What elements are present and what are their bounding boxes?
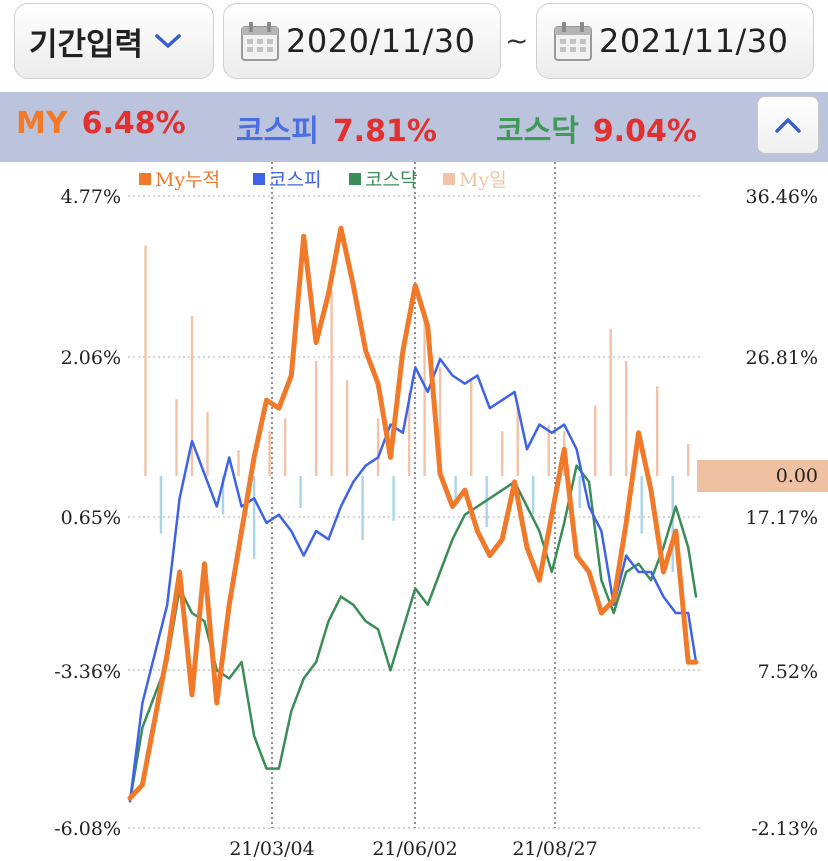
- start-date-text: 2020/11/30: [286, 22, 476, 60]
- daily-return-bar: [516, 405, 519, 476]
- daily-return-bar: [407, 392, 411, 476]
- legend-kosdaq: 코스닥: [365, 169, 417, 191]
- daily-return-bar: [594, 405, 597, 476]
- daily-return-bar: [532, 476, 535, 515]
- left-axis-tick: -6.08%: [54, 818, 121, 840]
- daily-return-bar: [501, 431, 504, 476]
- daily-return-bar: [423, 309, 426, 476]
- right-axis-tick: 7.52%: [758, 661, 818, 683]
- left-axis-tick: -3.36%: [54, 661, 121, 683]
- daily-return-bar: [547, 424, 550, 476]
- return-summary-bar: MY 6.48% 코스피 7.81% 코스닥 9.04%: [0, 92, 828, 162]
- kospi-line: [128, 357, 698, 803]
- summary-kospi: 코스피 7.81%: [236, 106, 437, 150]
- daily-return-bar: [671, 476, 674, 572]
- daily-return-bar: [656, 386, 659, 476]
- summary-kospi-value: 7.81%: [332, 114, 437, 149]
- chevron-up-icon: [775, 118, 801, 133]
- daily-return-bar: [345, 380, 349, 476]
- right-axis: 36.46% 26.81% 17.17% 7.52% -2.13%: [746, 186, 818, 840]
- daily-return-bar: [237, 450, 240, 476]
- right-axis-tick: 26.81%: [746, 347, 818, 369]
- summary-my-value: 6.48%: [81, 106, 186, 141]
- legend-swatch-my-cum: [139, 173, 151, 185]
- summary-my-name: MY: [16, 106, 68, 141]
- legend-kospi: 코스피: [269, 169, 321, 191]
- end-date-button[interactable]: 2021/11/30: [536, 3, 814, 79]
- kosdaq-line: [128, 464, 698, 803]
- daily-return-bar: [330, 290, 333, 476]
- return-chart: 0.00 My누적 코스피 코스닥 My일 4.77% 2.06% 0.65% …: [54, 162, 828, 860]
- grid-vertical: [271, 162, 556, 828]
- right-axis-tick: 36.46%: [746, 186, 818, 208]
- daily-return-bar: [687, 444, 690, 476]
- daily-return-bar: [470, 380, 473, 476]
- daily-return-bar: [376, 418, 380, 476]
- date-range-separator: ~: [505, 24, 529, 57]
- daily-return-bar: [175, 399, 178, 476]
- daily-return-bar: [438, 367, 442, 476]
- daily-return-bar: [268, 431, 271, 476]
- left-axis-tick: 0.65%: [61, 507, 121, 529]
- summary-kospi-name: 코스피: [236, 114, 319, 149]
- summary-kosdaq-name: 코스닥: [496, 114, 579, 149]
- right-axis-tick: -2.13%: [751, 818, 818, 840]
- daily-return-bar: [314, 360, 318, 476]
- daily-return-bar: [206, 412, 209, 476]
- daily-return-bar: [283, 418, 287, 476]
- right-axis-tick: 17.17%: [746, 507, 818, 529]
- daily-return-bar: [640, 476, 643, 534]
- chevron-down-icon: [155, 34, 181, 48]
- legend-my-cum: My누적: [155, 169, 220, 191]
- daily-return-bar: [221, 476, 225, 515]
- daily-return-bar: [252, 476, 256, 560]
- daily-return-bar: [609, 328, 612, 476]
- zero-line-label: 0.00: [776, 465, 818, 487]
- left-axis-tick: 2.06%: [61, 347, 121, 369]
- legend-swatch-kosdaq: [349, 173, 361, 185]
- calendar-icon: [241, 22, 279, 61]
- daily-return-bar: [361, 476, 364, 540]
- daily-return-bar: [299, 476, 302, 508]
- legend-swatch-my-daily: [443, 173, 455, 185]
- my-cumulative-line: [127, 225, 699, 801]
- summary-kosdaq: 코스닥 9.04%: [496, 106, 697, 150]
- daily-return-bar: [578, 476, 581, 508]
- period-select-button[interactable]: 기간입력: [14, 3, 214, 79]
- left-axis: 4.77% 2.06% 0.65% -3.36% -6.08%: [54, 186, 121, 840]
- x-axis-tick: 21/06/02: [372, 838, 457, 860]
- summary-kosdaq-value: 9.04%: [592, 114, 697, 149]
- daily-return-bar: [392, 476, 395, 521]
- legend-swatch-kospi: [253, 173, 265, 185]
- zero-line-badge: [697, 460, 828, 492]
- daily-return-bar: [454, 476, 457, 502]
- legend-my-daily: My일: [459, 169, 507, 191]
- x-axis-tick: 21/03/04: [229, 838, 314, 860]
- period-select-label: 기간입력: [29, 26, 144, 63]
- daily-return-bar: [625, 360, 628, 476]
- collapse-summary-button[interactable]: [757, 96, 819, 154]
- period-filter-bar: 기간입력 2020/11/30 ~: [0, 0, 828, 92]
- end-date-text: 2021/11/30: [599, 22, 789, 60]
- x-axis: 21/03/04 21/06/02 21/08/27: [229, 838, 597, 860]
- x-axis-tick: 21/08/27: [512, 838, 597, 860]
- left-axis-tick: 4.77%: [61, 186, 121, 208]
- summary-my: MY 6.48%: [16, 106, 186, 141]
- daily-return-bar: [159, 476, 163, 534]
- chart-legend: My누적 코스피 코스닥 My일: [139, 169, 507, 191]
- daily-return-bar: [190, 316, 194, 476]
- start-date-button[interactable]: 2020/11/30: [223, 3, 501, 79]
- daily-return-bar: [144, 245, 147, 476]
- calendar-icon: [554, 22, 592, 61]
